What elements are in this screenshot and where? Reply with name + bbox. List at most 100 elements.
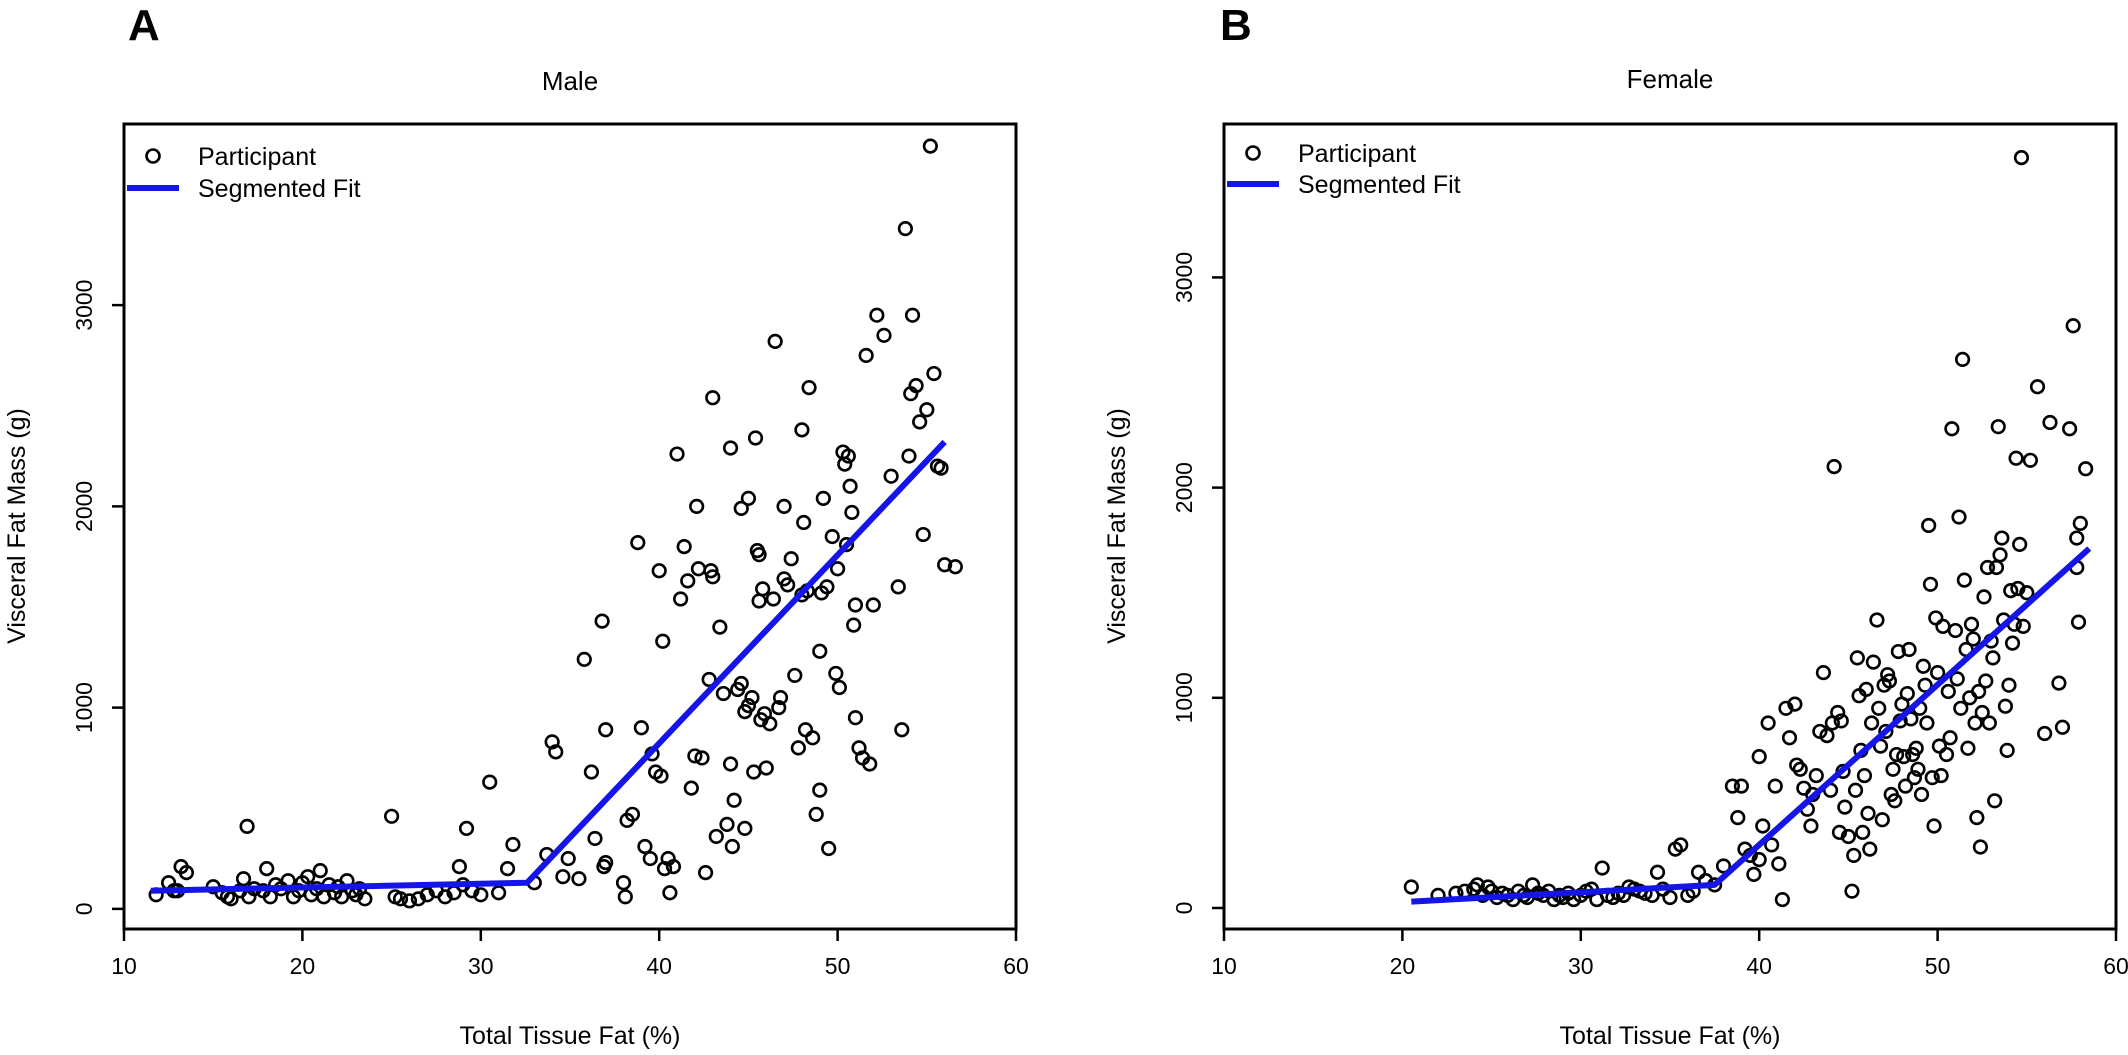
participant-point [1997, 698, 2013, 714]
participant-point [1922, 576, 1939, 592]
participant-point [676, 539, 692, 555]
participant-point [1992, 547, 2008, 563]
participant-point [2022, 452, 2038, 468]
participant-point [801, 380, 817, 396]
participant-point [1915, 658, 1931, 674]
participant-point [1985, 650, 2001, 666]
participant-point [1899, 685, 1915, 702]
participant-point [1673, 837, 1689, 853]
participant-point [300, 869, 316, 885]
participant-point [726, 792, 742, 808]
panel-letter: A [128, 1, 160, 50]
participant-point [2078, 461, 2094, 477]
participant-point [1819, 728, 1835, 744]
participant-point [2010, 580, 2026, 597]
participant-point [1921, 517, 1937, 534]
participant-point [1856, 767, 1873, 784]
participant-point [451, 859, 467, 875]
y-tick-label: 1000 [1171, 672, 1197, 723]
participant-point [724, 838, 740, 855]
participant-point [751, 547, 767, 563]
plot-frame [122, 122, 1018, 931]
participant-point [705, 390, 721, 406]
legend-fit-label: Segmented Fit [198, 175, 361, 203]
participant-point [796, 514, 812, 531]
participant-point [1792, 761, 1808, 777]
participant-point [1969, 810, 1985, 826]
participant-point [705, 569, 721, 585]
participant-point [1690, 864, 1707, 880]
participant-point [1847, 782, 1864, 798]
x-tick-label: 50 [1925, 953, 1951, 979]
participant-point [653, 768, 669, 784]
participant-point [2070, 614, 2087, 630]
participant-point [312, 863, 328, 879]
x-tick-label: 40 [1746, 953, 1772, 979]
participant-point [235, 871, 252, 887]
participant-point [858, 347, 874, 364]
participant-point [719, 816, 735, 832]
x-tick-label: 10 [111, 953, 137, 979]
participant-point [844, 504, 860, 521]
participant-point [1724, 778, 1741, 794]
participant-point [1760, 715, 1776, 731]
x-tick-label: 30 [468, 953, 494, 979]
participant-point [1981, 715, 1997, 731]
participant-point [2013, 150, 2030, 166]
participant-point [1919, 715, 1935, 731]
participant-point [838, 537, 855, 553]
participant-point [1953, 700, 1969, 716]
participant-point [1594, 860, 1610, 876]
participant-point [384, 808, 400, 824]
legend: Participant Segmented Fit [127, 143, 361, 203]
participant-point [1846, 847, 1862, 864]
participant-point [1858, 681, 1874, 697]
legend-participant-marker [1245, 145, 1261, 161]
participant-point [824, 528, 840, 545]
participant-point [1979, 559, 1996, 576]
participant-point [548, 744, 564, 760]
participant-point [837, 456, 853, 472]
participant-point [1896, 749, 1912, 765]
participant-point [2069, 530, 2085, 546]
participant-point [797, 722, 814, 738]
participant-point [762, 716, 778, 732]
axis-ticks: 10 20 30 40 50 60 0 1000 2000 3000 [71, 280, 1029, 979]
participant-point [1844, 883, 1860, 899]
y-axis-label: Visceral Fat Mass (g) [3, 408, 31, 644]
participant-point [1751, 852, 1767, 868]
participant-point [1913, 786, 1930, 803]
participant-point [1831, 824, 1848, 840]
participant-point [794, 422, 810, 438]
participant-point [499, 861, 516, 877]
participant-point [876, 327, 892, 343]
x-tick-label: 20 [290, 953, 316, 979]
participant-point [1929, 664, 1946, 681]
participant-point [1833, 713, 1849, 729]
chart-title: Female [1627, 64, 1714, 94]
participant-point [865, 597, 881, 613]
x-tick-label: 60 [2103, 953, 2128, 979]
participant-point [1787, 696, 1803, 712]
participant-point [482, 774, 498, 790]
participant-point [1869, 612, 1885, 628]
participant-point [1976, 589, 1992, 605]
participant-point [1808, 767, 1824, 784]
participant-point [419, 887, 435, 903]
participant-point [1403, 879, 1419, 895]
panel-letter: B [1220, 1, 1252, 50]
participant-point [894, 722, 910, 738]
participant-point [491, 885, 507, 901]
participant-point [701, 671, 717, 688]
participant-point [846, 617, 862, 633]
participant-point [1885, 761, 1901, 777]
participant-point [1942, 730, 1958, 746]
participant-point [747, 430, 764, 446]
participant-point [1944, 421, 1960, 437]
participant-point [883, 468, 899, 484]
participant-point [1878, 723, 1894, 740]
participant-point [919, 402, 935, 418]
participant-point [1862, 841, 1878, 857]
participant-point [1730, 810, 1746, 826]
